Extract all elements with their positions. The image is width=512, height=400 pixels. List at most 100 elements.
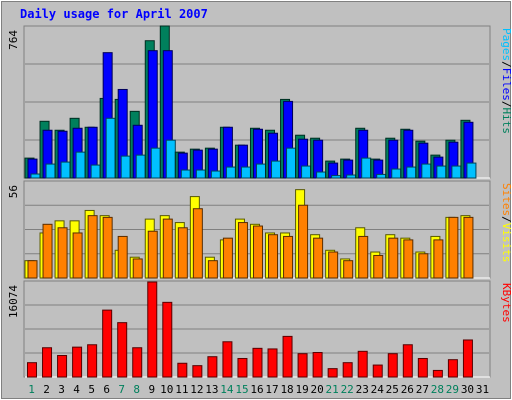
bar-pages-day-10 [165, 139, 176, 179]
bar-kbytes-day-12 [192, 365, 203, 378]
bar-pages-day-17 [271, 160, 282, 179]
bar-kbytes-day-2 [42, 347, 53, 378]
day-label-4: 4 [73, 383, 80, 396]
y-max-label: 16074 [7, 285, 20, 318]
bar-kbytes-day-4 [72, 346, 83, 378]
bar-kbytes-day-28 [432, 369, 443, 378]
bar-kbytes-day-27 [417, 357, 428, 378]
bar-sites-day-27 [418, 253, 429, 279]
day-label-30: 30 [461, 383, 474, 396]
bar-sites-day-6 [102, 216, 113, 279]
bar-sites-day-28 [433, 239, 444, 279]
bar-sites-day-20 [313, 237, 324, 279]
bar-pages-day-13 [210, 170, 221, 179]
bar-sites-day-21 [328, 251, 339, 279]
bar-pages-day-24 [376, 173, 387, 179]
panel-hits-files-pages: 764 Pages/Files/Hits [7, 25, 512, 179]
day-label-13: 13 [205, 383, 218, 396]
bar-sites-day-3 [57, 227, 68, 279]
bar-kbytes-day-17 [267, 348, 278, 378]
bar-kbytes-day-23 [357, 350, 368, 378]
bar-kbytes-day-11 [177, 362, 188, 378]
bar-pages-day-30 [466, 162, 477, 179]
bar-pages-day-1 [30, 173, 41, 179]
day-label-21: 21 [326, 383, 339, 396]
bar-kbytes-day-10 [162, 301, 173, 378]
day-label-28: 28 [431, 383, 444, 396]
bar-pages-day-3 [60, 161, 71, 179]
bar-kbytes-day-22 [342, 362, 353, 378]
bar-sites-day-7 [117, 235, 128, 279]
bar-kbytes-day-18 [282, 335, 293, 378]
bar-pages-day-11 [180, 169, 191, 179]
bar-kbytes-day-3 [57, 354, 68, 378]
bar-kbytes-day-20 [312, 352, 323, 378]
bar-sites-day-29 [448, 216, 459, 279]
bar-pages-day-2 [45, 163, 56, 179]
day-label-12: 12 [190, 383, 203, 396]
legend-entry: Files [500, 68, 512, 101]
legend-entry: Hits [500, 108, 512, 135]
bar-pages-day-28 [436, 165, 447, 179]
legend-entry: Sites [500, 183, 512, 216]
bar-sites-day-2 [42, 223, 53, 279]
y-max-label: 56 [7, 185, 20, 198]
bar-sites-day-25 [388, 237, 399, 279]
day-label-31: 31 [476, 383, 489, 396]
bar-kbytes-day-24 [372, 364, 383, 378]
right-legend: KBytes [500, 283, 512, 323]
bar-sites-day-17 [268, 234, 279, 279]
bar-pages-day-12 [195, 169, 206, 179]
day-label-14: 14 [220, 383, 234, 396]
bar-pages-day-19 [301, 165, 312, 179]
bar-pages-day-16 [255, 163, 266, 179]
day-label-27: 27 [416, 383, 429, 396]
bar-sites-day-14 [222, 237, 233, 279]
bar-sites-day-1 [27, 260, 38, 279]
bar-pages-day-21 [331, 175, 342, 179]
legend-entry: / [500, 216, 512, 223]
bar-kbytes-day-29 [447, 359, 458, 378]
day-label-9: 9 [148, 383, 155, 396]
legend-entry: Visits [500, 223, 512, 263]
bar-kbytes-day-16 [252, 347, 263, 378]
x-axis-day-labels: 1 2 3 4 5 6 7 8 9 10 11 12 13 14 15 16 17 18 19 20 21 22 23 24 2… [28, 383, 489, 396]
bar-sites-day-11 [177, 227, 188, 279]
day-label-7: 7 [118, 383, 125, 396]
bar-kbytes-day-1 [27, 362, 37, 378]
bar-sites-day-26 [403, 239, 414, 279]
day-label-24: 24 [371, 383, 385, 396]
bar-pages-day-8 [135, 154, 146, 179]
bar-sites-day-9 [147, 230, 158, 279]
bar-sites-day-12 [192, 208, 203, 279]
bar-kbytes-day-15 [237, 357, 248, 378]
bar-pages-day-20 [316, 171, 327, 179]
right-legend: Sites/Visits [500, 183, 512, 263]
bar-pages-day-5 [90, 164, 101, 179]
chart-title: Daily usage for April 2007 [20, 7, 208, 21]
legend-entry: Pages [500, 28, 512, 61]
bar-sites-day-5 [87, 215, 98, 279]
bar-pages-day-15 [240, 166, 251, 179]
legend-entry: KBytes [500, 283, 512, 323]
bar-sites-day-24 [373, 254, 384, 279]
legend-entry: / [500, 61, 512, 68]
bar-kbytes-day-9 [147, 281, 158, 378]
bar-kbytes-day-25 [387, 353, 398, 378]
day-label-3: 3 [58, 383, 65, 396]
bar-kbytes-day-30 [462, 339, 473, 378]
bar-pages-day-25 [391, 168, 402, 179]
bar-sites-day-10 [162, 218, 173, 279]
bar-sites-day-8 [132, 258, 143, 279]
day-label-6: 6 [103, 383, 110, 396]
bar-pages-day-4 [75, 151, 86, 179]
bar-sites-day-4 [72, 232, 83, 279]
bar-sites-day-16 [252, 225, 263, 279]
day-label-29: 29 [446, 383, 459, 396]
day-label-25: 25 [386, 383, 399, 396]
panel-visits-sites: 56 Sites/Visits [7, 180, 512, 279]
bar-sites-day-22 [343, 260, 354, 279]
